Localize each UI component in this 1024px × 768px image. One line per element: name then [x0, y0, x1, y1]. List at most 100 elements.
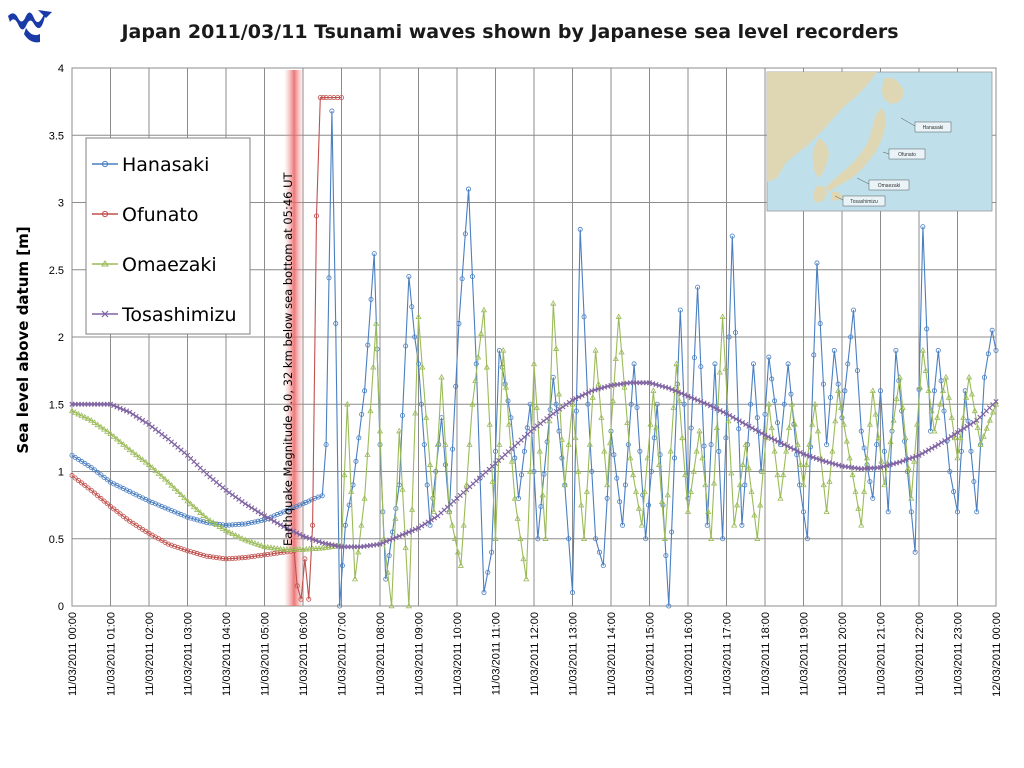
- data-point: [386, 553, 392, 559]
- y-tick-label: 0: [58, 601, 64, 613]
- data-point: [908, 509, 914, 515]
- data-point: [161, 475, 169, 482]
- data-point: [539, 491, 546, 498]
- data-point: [191, 516, 197, 522]
- data-point: [72, 409, 79, 415]
- data-point: [699, 454, 706, 461]
- data-point: [403, 530, 409, 536]
- data-point: [638, 521, 645, 528]
- data-point: [139, 456, 146, 463]
- data-point: [902, 438, 908, 444]
- data-point: [149, 499, 155, 505]
- data-point: [111, 403, 117, 409]
- data-point: [323, 442, 329, 448]
- data-point: [442, 462, 448, 468]
- data-point: [284, 508, 290, 514]
- data-point: [95, 493, 101, 499]
- data-point: [965, 418, 971, 424]
- data-point: [399, 532, 406, 538]
- data-point: [319, 493, 325, 499]
- inset-continent: [767, 72, 877, 182]
- data-point: [704, 401, 710, 407]
- data-point: [475, 353, 482, 360]
- data-point: [800, 451, 807, 457]
- data-point: [535, 536, 541, 542]
- data-point: [409, 528, 415, 534]
- data-point: [563, 402, 569, 408]
- data-point: [75, 477, 81, 483]
- data-point: [181, 547, 187, 553]
- data-point: [428, 517, 434, 523]
- data-point: [107, 430, 114, 437]
- data-point: [682, 392, 688, 398]
- data-point: [194, 506, 201, 513]
- data-point: [993, 398, 999, 405]
- data-point: [712, 361, 718, 367]
- data-point: [771, 447, 778, 454]
- data-point: [319, 544, 326, 551]
- data-point: [893, 347, 899, 353]
- data-point: [201, 552, 207, 558]
- data-point: [713, 424, 720, 430]
- data-point: [651, 435, 657, 441]
- data-point: [573, 408, 579, 414]
- data-point: [647, 420, 654, 427]
- inset-label-omaezaki: Omaezaki: [856, 177, 910, 191]
- data-point: [992, 400, 1000, 407]
- data-point: [820, 381, 826, 387]
- data-point: [422, 521, 428, 527]
- data-point: [412, 409, 419, 416]
- data-point: [184, 548, 190, 554]
- data-point: [977, 441, 984, 447]
- data-point: [942, 373, 950, 380]
- data-point: [772, 398, 778, 404]
- x-tick-label: 11/03/2011 22:00: [914, 612, 926, 696]
- data-point: [239, 498, 245, 505]
- data-point: [312, 545, 319, 551]
- data-point: [149, 464, 156, 470]
- x-tick-label: 11/03/2011 06:00: [298, 612, 310, 696]
- data-point: [586, 441, 593, 447]
- data-point: [486, 420, 493, 427]
- data-point: [824, 442, 830, 448]
- data-point: [775, 420, 781, 426]
- data-point: [251, 540, 258, 546]
- data-point: [287, 506, 293, 512]
- data-point: [229, 530, 236, 537]
- data-point: [835, 381, 841, 387]
- data-point: [762, 411, 768, 417]
- data-point: [242, 521, 248, 527]
- legend-label: Hanasaki: [122, 154, 209, 176]
- data-point: [217, 555, 223, 561]
- data-point: [612, 355, 619, 362]
- data-point: [900, 458, 906, 464]
- data-point: [469, 400, 476, 407]
- data-point: [223, 487, 229, 493]
- data-point: [393, 534, 399, 540]
- earthquake-annotation: Earthquake Magnitude 9.0, 32 km below se…: [281, 171, 295, 546]
- data-point: [971, 479, 977, 485]
- data-point: [454, 548, 462, 555]
- data-point: [595, 380, 602, 387]
- data-point: [322, 544, 329, 550]
- data-point: [184, 497, 191, 504]
- data-point: [172, 509, 178, 515]
- legend-marker: [101, 260, 109, 267]
- data-point: [337, 603, 343, 609]
- data-point: [496, 441, 503, 447]
- data-point: [520, 555, 527, 562]
- data-point: [91, 490, 97, 496]
- data-point: [233, 555, 239, 561]
- data-point: [852, 488, 859, 494]
- data-point: [466, 186, 472, 192]
- data-point: [542, 535, 549, 541]
- svg-text:Ofunato: Ofunato: [898, 152, 916, 158]
- data-point: [811, 352, 817, 358]
- y-tick-label: 3: [58, 198, 64, 210]
- data-point: [745, 464, 752, 471]
- data-point: [265, 551, 271, 557]
- data-point: [278, 510, 284, 516]
- data-point: [423, 414, 430, 420]
- data-point: [912, 549, 918, 555]
